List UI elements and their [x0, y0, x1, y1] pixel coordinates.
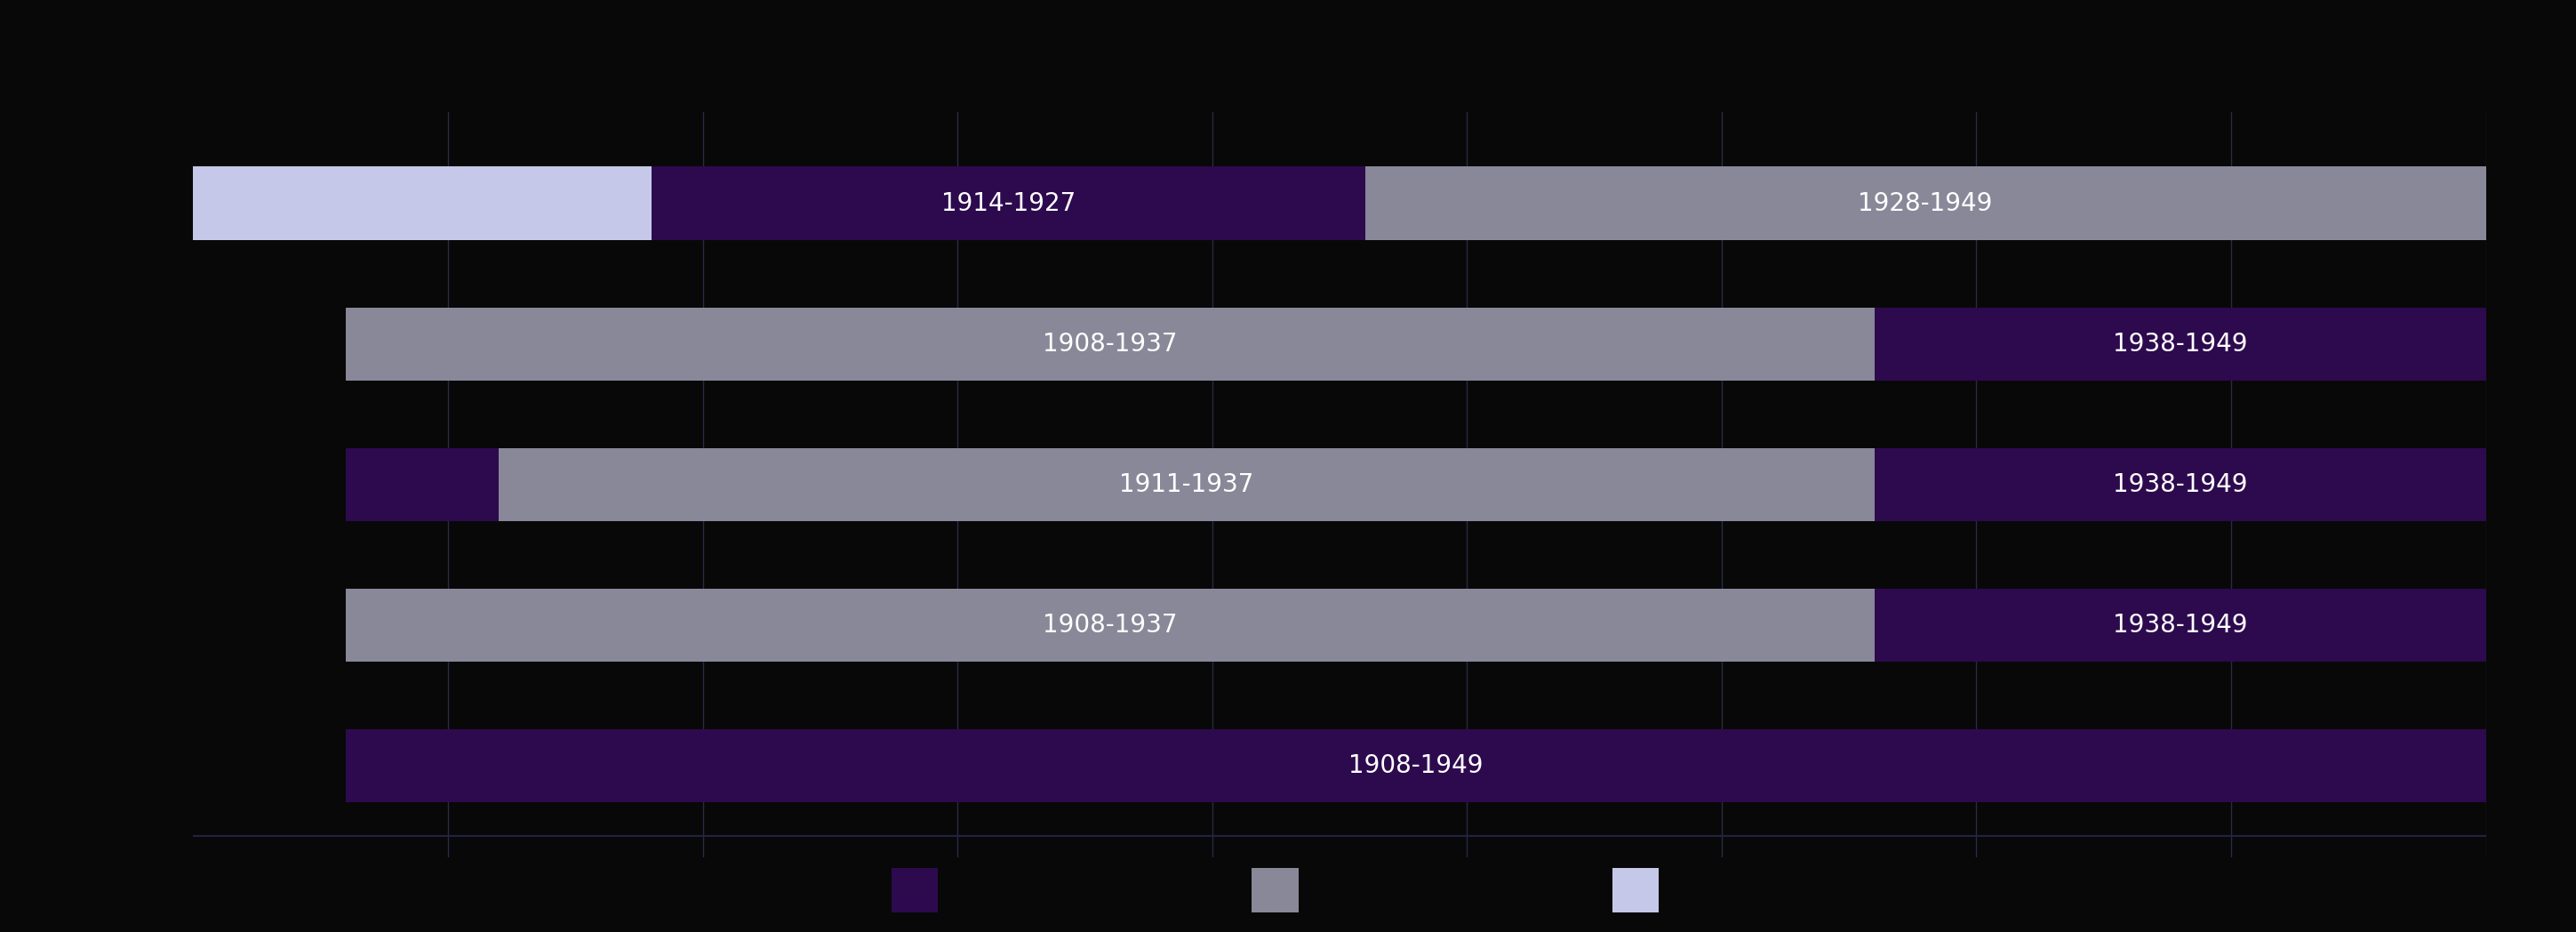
Bar	[500, 448, 1875, 521]
Bar	[345, 308, 1875, 380]
Text: 1938-1949: 1938-1949	[2112, 473, 2246, 497]
Text: 1914-1927: 1914-1927	[940, 191, 1077, 215]
Text: 1908-1937: 1908-1937	[1043, 613, 1177, 637]
Bar	[1875, 448, 2486, 521]
Bar	[345, 589, 1875, 662]
Bar	[652, 167, 1365, 240]
Bar	[1875, 589, 2486, 662]
Bar	[193, 167, 652, 240]
Text: 1938-1949: 1938-1949	[2112, 613, 2246, 637]
Text: 1908-1949: 1908-1949	[1350, 754, 1484, 778]
Bar	[1875, 308, 2486, 380]
Text: 1928-1949: 1928-1949	[1857, 191, 1994, 215]
Bar	[345, 730, 2486, 802]
Text: 1908-1937: 1908-1937	[1043, 332, 1177, 356]
Text: 1938-1949: 1938-1949	[2112, 332, 2246, 356]
Bar	[1365, 167, 2486, 240]
Bar	[345, 448, 500, 521]
Text: 1911-1937: 1911-1937	[1121, 473, 1255, 497]
